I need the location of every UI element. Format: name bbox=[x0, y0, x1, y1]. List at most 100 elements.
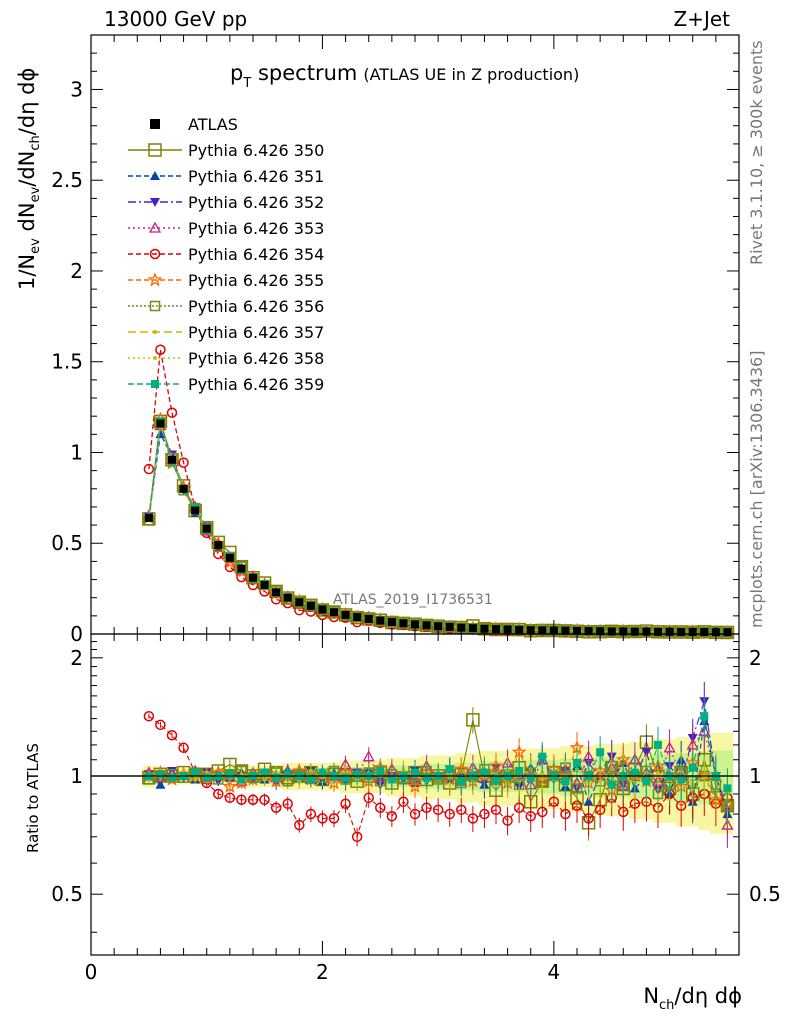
legend-label: Pythia 6.426 357 bbox=[188, 323, 324, 342]
y-tick-label-main: 2 bbox=[70, 259, 83, 283]
atlas-data-point bbox=[654, 627, 662, 636]
y-tick-label-main: 1 bbox=[70, 440, 83, 464]
atlas-data-point bbox=[179, 484, 188, 493]
y-tick-label-main: 0 bbox=[70, 622, 83, 646]
series-point-ratio bbox=[317, 813, 328, 824]
series-point-ratio bbox=[492, 775, 500, 784]
atlas-data-point bbox=[584, 627, 593, 636]
legend-label: Pythia 6.426 351 bbox=[188, 167, 324, 186]
atlas-data-point bbox=[492, 625, 500, 634]
atlas-data-point bbox=[260, 580, 269, 589]
series-point-ratio bbox=[407, 778, 423, 793]
series-point-ratio bbox=[202, 773, 211, 782]
series-point-ratio bbox=[525, 810, 536, 822]
series-point-ratio bbox=[247, 794, 259, 806]
atlas-data-point bbox=[330, 608, 338, 617]
series-point-ratio bbox=[561, 777, 570, 786]
legend-marker bbox=[153, 330, 157, 334]
series-point-ratio bbox=[272, 773, 281, 782]
atlas-data-point bbox=[318, 605, 327, 614]
y-tick-label-main: 0.5 bbox=[51, 531, 83, 555]
atlas-data-point bbox=[295, 598, 304, 607]
x-tick-label: 2 bbox=[316, 960, 329, 984]
atlas-data-point bbox=[214, 541, 223, 550]
legend-marker bbox=[148, 221, 162, 233]
series-point-main bbox=[155, 344, 166, 355]
series-point-ratio bbox=[236, 794, 247, 806]
atlas-data-point bbox=[306, 601, 315, 610]
atlas-data-point bbox=[677, 628, 686, 637]
atlas-data-point bbox=[434, 622, 443, 631]
series-point-ratio bbox=[723, 784, 732, 793]
series-point-ratio bbox=[618, 806, 629, 818]
series-point-ratio bbox=[328, 813, 340, 824]
series-point-ratio bbox=[411, 768, 419, 777]
series-point-ratio bbox=[386, 810, 398, 822]
series-point-ratio bbox=[294, 819, 305, 831]
series-point-ratio bbox=[573, 758, 581, 767]
legend-marker bbox=[149, 300, 161, 312]
series-point-ratio bbox=[466, 713, 480, 727]
atlas-data-point bbox=[191, 506, 200, 515]
series-point-ratio bbox=[237, 775, 246, 784]
series-point-ratio bbox=[308, 768, 313, 773]
legend-label: Pythia 6.426 359 bbox=[188, 375, 324, 394]
atlas-data-point bbox=[341, 610, 350, 619]
series-point-ratio bbox=[596, 748, 605, 757]
series-point-ratio bbox=[502, 815, 513, 826]
series-point-ratio bbox=[270, 802, 282, 814]
y-tick-label-ratio-right: 0.5 bbox=[749, 882, 781, 906]
series-point-main bbox=[178, 457, 189, 468]
series-point-ratio bbox=[583, 796, 594, 806]
legend-atlas-marker bbox=[150, 119, 160, 129]
series-point-main bbox=[294, 596, 305, 608]
series-point-ratio bbox=[376, 766, 385, 775]
atlas-data-point bbox=[561, 626, 570, 635]
series-point-ratio bbox=[178, 742, 189, 754]
y-tick-label-ratio: 2 bbox=[70, 646, 83, 670]
series-point-ratio bbox=[642, 777, 651, 786]
series-point-ratio bbox=[409, 808, 421, 820]
legend: ATLAS Pythia 6.426 350 Pythia 6.426 351 Pyt… bbox=[128, 115, 324, 394]
legend-marker bbox=[147, 272, 163, 287]
legend-label: Pythia 6.426 358 bbox=[188, 349, 324, 368]
series-point-ratio bbox=[422, 773, 431, 782]
legend-marker bbox=[150, 198, 160, 207]
legend-marker bbox=[150, 171, 160, 180]
series-point-ratio bbox=[583, 813, 594, 824]
series-point-ratio bbox=[526, 773, 535, 782]
legend-atlas-label: ATLAS bbox=[188, 115, 238, 134]
series-point-ratio bbox=[233, 775, 249, 790]
y-tick-label-main: 1.5 bbox=[51, 350, 83, 374]
y-tick-label-ratio: 1 bbox=[70, 764, 83, 788]
series-point-ratio bbox=[537, 806, 548, 818]
series-point-ratio bbox=[654, 740, 662, 749]
atlas-data-point bbox=[272, 588, 281, 597]
atlas-data-point bbox=[387, 618, 396, 627]
series-point-ratio bbox=[656, 770, 660, 775]
series-point-ratio bbox=[432, 804, 444, 816]
atlas-data-point bbox=[515, 625, 524, 634]
series-point-ratio bbox=[353, 770, 362, 779]
y-tick-label-ratio-right: 1 bbox=[749, 764, 762, 788]
series-point-ratio bbox=[155, 719, 166, 731]
y-tick-label-ratio: 0.5 bbox=[51, 882, 83, 906]
x-tick-label: 0 bbox=[85, 960, 98, 984]
series-point-ratio bbox=[225, 770, 234, 779]
series-point-ratio bbox=[663, 741, 676, 753]
y-axis-label-main: 1/Nev dNev/dNch/dη dϕ bbox=[15, 68, 43, 290]
series-point-ratio bbox=[362, 750, 375, 762]
chart-title: pT spectrum (ATLAS UE in Z production) bbox=[230, 61, 579, 91]
y-tick-label-main: 2.5 bbox=[51, 168, 83, 192]
series-point-ratio bbox=[421, 802, 432, 814]
legend-label: Pythia 6.426 352 bbox=[188, 193, 324, 212]
mcplots-label: mcplots.cern.ch [arXiv:1306.3436] bbox=[747, 351, 766, 628]
series-point-ratio bbox=[387, 775, 396, 784]
header-energy-label: 13000 GeV pp bbox=[104, 7, 247, 31]
series-point-ratio bbox=[594, 804, 606, 816]
analysis-label: ATLAS_2019_I1736531 bbox=[333, 592, 493, 608]
atlas-data-point bbox=[144, 513, 153, 522]
atlas-data-point bbox=[445, 622, 454, 631]
legend-label: Pythia 6.426 356 bbox=[188, 297, 324, 316]
series-point-ratio bbox=[143, 710, 155, 722]
